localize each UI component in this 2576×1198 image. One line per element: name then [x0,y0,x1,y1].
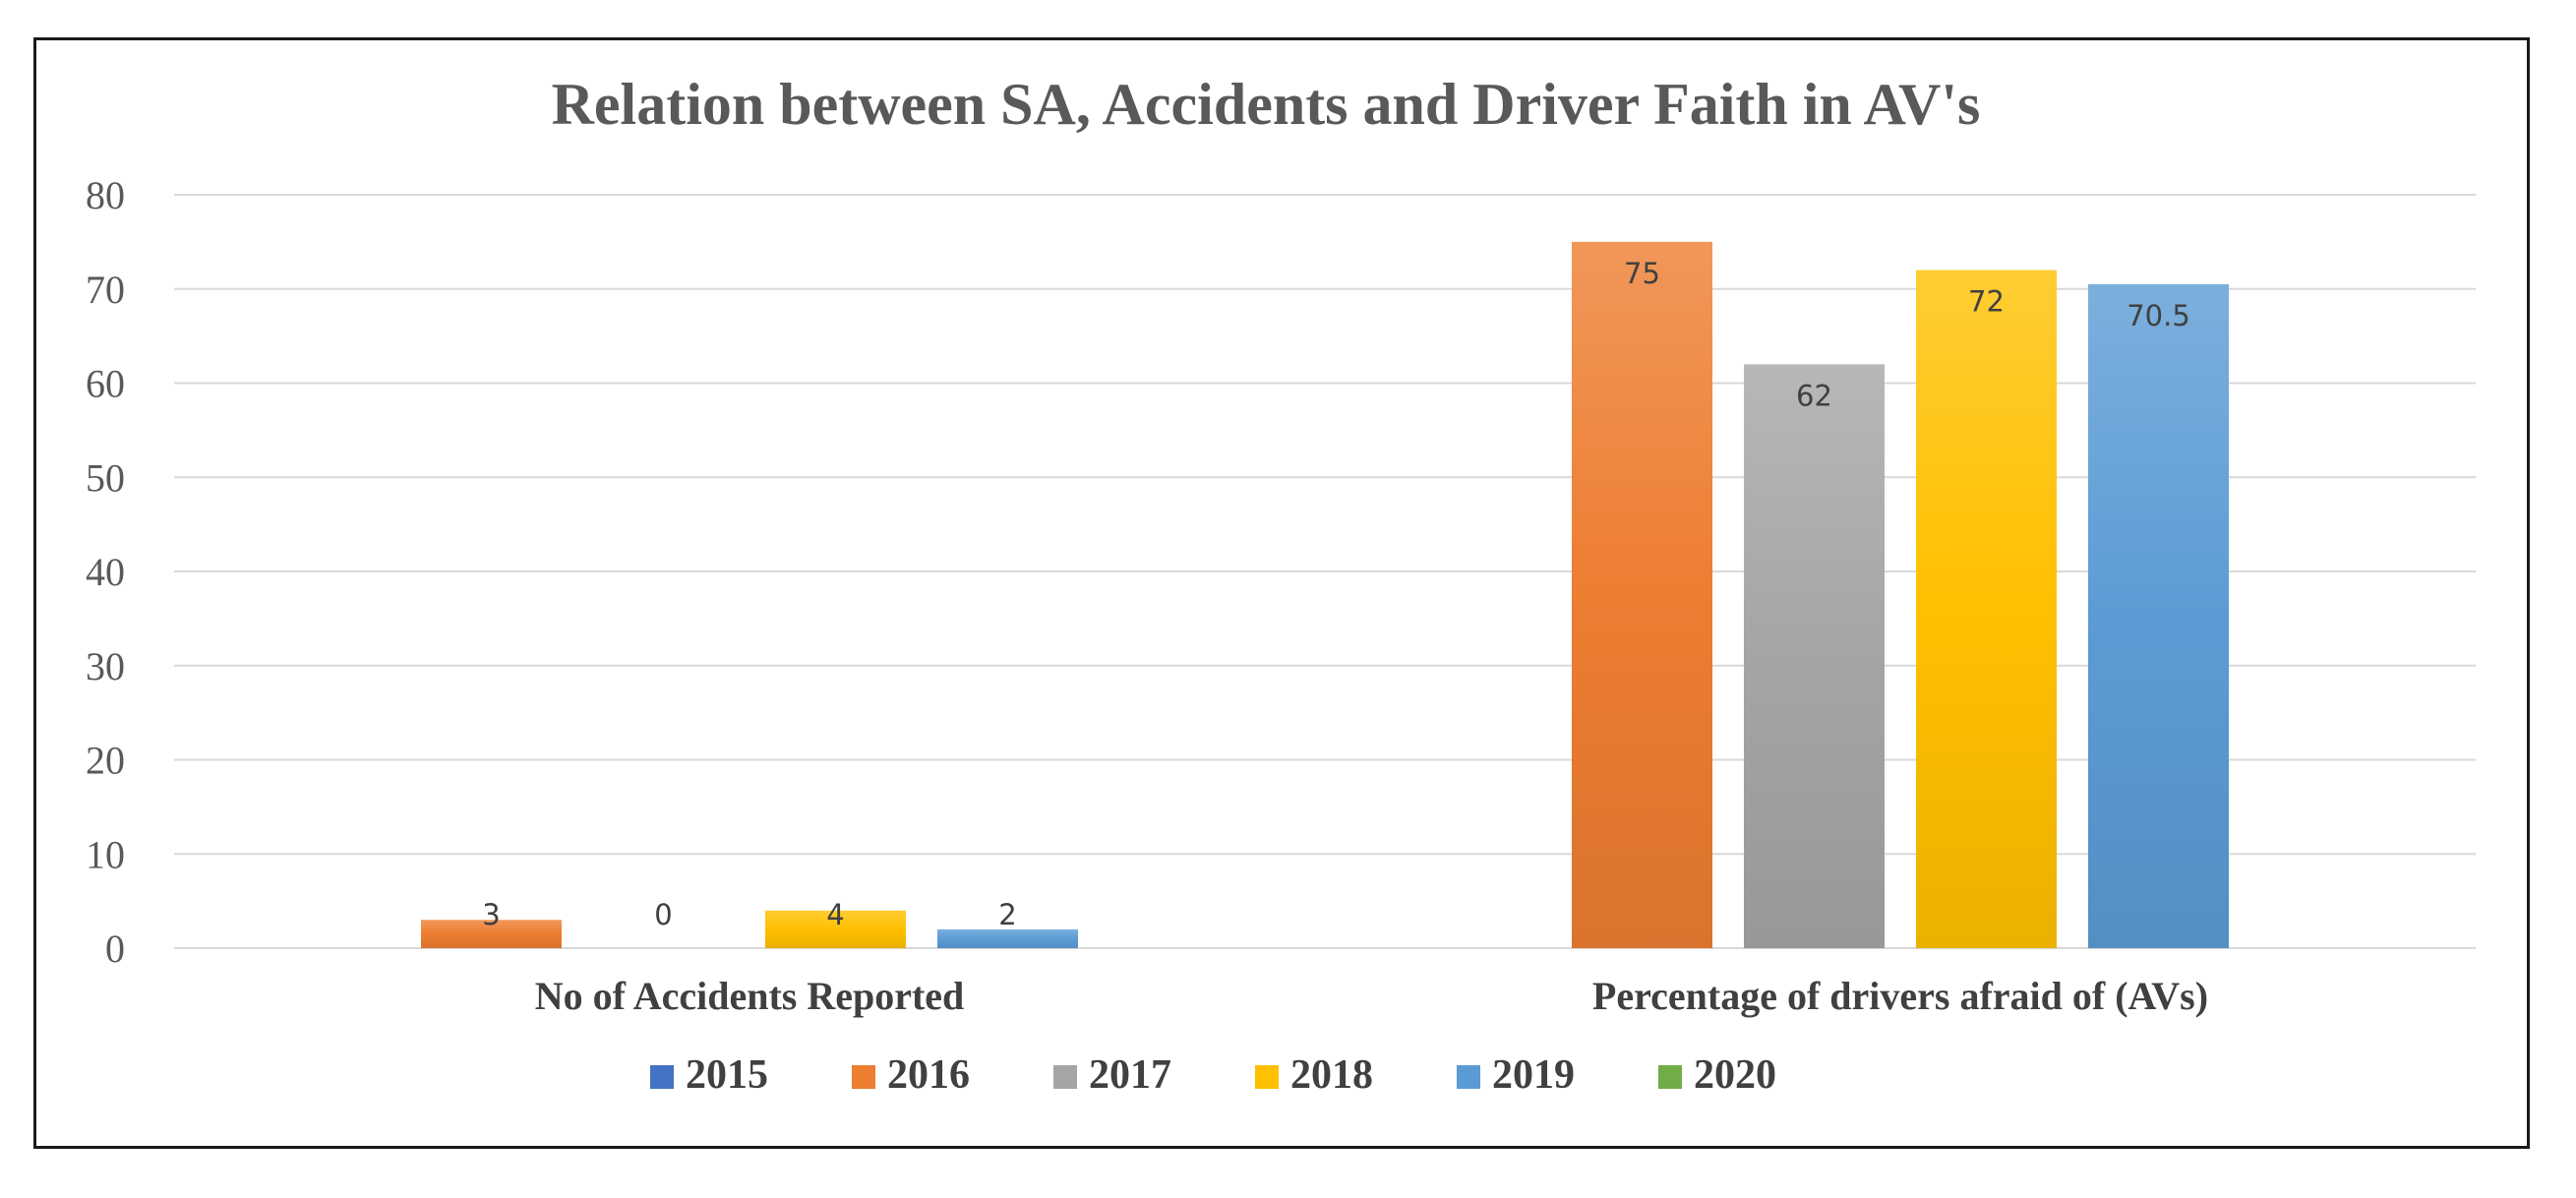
legend-label-2020: 2020 [1694,1052,1776,1098]
gridlines [174,194,2476,949]
bar-2019-accidents [937,928,1078,948]
bar-2018-accidents [765,910,906,948]
chart-title: Relation between SA, Accidents and Drive… [552,72,1981,137]
bar-2019-percentage [2088,283,2229,948]
legend-label-2016: 2016 [887,1052,970,1098]
legend-swatch-2017 [1053,1065,1077,1089]
chart-frame: Relation between SA, Accidents and Drive… [33,37,2530,1149]
y-tick-label: 50 [86,455,125,500]
x-category-label: Percentage of drivers afraid of (AVs) [1592,974,2208,1018]
y-tick-label: 60 [86,362,125,406]
data-label: 72 [1968,285,2005,319]
data-label: 4 [826,898,844,931]
legend-label-2017: 2017 [1089,1052,1171,1098]
legend: 2015 2016 2017 2018 2019 2020 [650,1052,1776,1098]
legend-label-2018: 2018 [1290,1052,1373,1098]
legend-swatch-2020 [1658,1065,1682,1089]
bar-2018-percentage [1916,270,2057,949]
data-label: 0 [654,898,672,931]
bars [421,241,2229,949]
y-tick-label: 0 [105,927,125,971]
y-axis-ticks: 0 10 20 30 40 50 60 70 80 [86,173,125,971]
y-tick-label: 80 [86,173,125,217]
y-tick-label: 40 [86,550,125,594]
legend-swatch-2018 [1255,1065,1279,1089]
legend-swatch-2016 [852,1065,875,1089]
data-label: 62 [1796,379,1832,412]
data-label: 75 [1624,257,1660,290]
legend-label-2019: 2019 [1492,1052,1575,1098]
chart-canvas: Relation between SA, Accidents and Drive… [86,72,2476,1098]
bar-2016-percentage [1572,241,1712,948]
data-label: 2 [998,898,1016,931]
bar-2016-accidents [421,920,562,948]
y-tick-label: 20 [86,739,125,783]
x-category-label: No of Accidents Reported [535,974,965,1018]
bar-2017-percentage [1744,364,1885,949]
legend-label-2015: 2015 [686,1052,768,1098]
data-label: 70.5 [2127,299,2190,332]
y-tick-label: 30 [86,644,125,689]
legend-swatch-2015 [650,1065,674,1089]
data-label: 3 [482,898,500,931]
x-axis-categories: No of Accidents Reported Percentage of dr… [535,974,2208,1018]
y-tick-label: 70 [86,268,125,312]
data-labels: 3 0 4 2 75 62 72 70.5 [482,257,2190,931]
y-tick-label: 10 [86,832,125,876]
legend-swatch-2019 [1457,1065,1480,1089]
